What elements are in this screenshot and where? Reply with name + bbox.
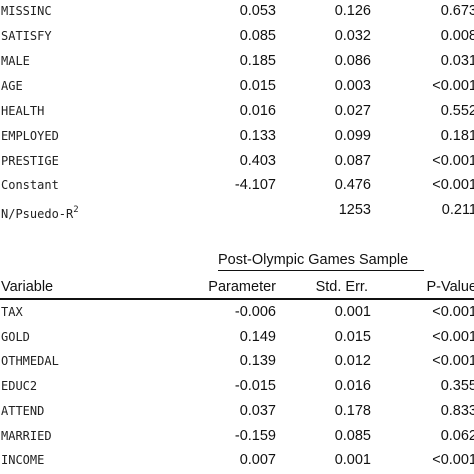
parameter-value: -0.159 <box>234 428 276 444</box>
parameter-value: 0.016 <box>239 103 276 119</box>
p-value: 0.181 <box>440 128 474 144</box>
table-row: AGE 0.015 0.003 <0.001 <box>0 74 474 98</box>
p-value: 0.008 <box>440 28 474 44</box>
std-err-value: 0.027 <box>334 103 371 119</box>
p-value: 0.062 <box>440 428 474 444</box>
variable-name: OTHMEDAL <box>1 354 59 368</box>
p-value: <0.001 <box>432 452 474 468</box>
variable-name: ATTEND <box>1 404 45 418</box>
parameter-value: 0.015 <box>239 78 276 94</box>
parameter-value: 0.037 <box>239 403 276 419</box>
variable-name: MALE <box>1 54 30 68</box>
variable-name: GOLD <box>1 330 30 344</box>
sample-size: 1253 <box>338 202 371 218</box>
header-p-value: P-Value <box>426 279 474 295</box>
variable-name: SATISFY <box>1 29 52 43</box>
p-value: <0.001 <box>432 78 474 94</box>
std-err-value: 0.476 <box>334 177 371 193</box>
variable-name: TAX <box>1 305 23 319</box>
parameter-value: 0.139 <box>239 353 276 369</box>
parameter-value: 0.403 <box>239 153 276 169</box>
p-value: <0.001 <box>432 353 474 369</box>
table-row: Constant -4.107 0.476 <0.001 <box>0 173 474 197</box>
pseudo-r2: 0.211 <box>441 202 474 218</box>
parameter-value: 0.085 <box>239 28 276 44</box>
header-variable: Variable <box>1 279 54 295</box>
p-value: <0.001 <box>432 329 474 345</box>
superscript: 2 <box>73 205 79 215</box>
p-value: 0.031 <box>440 53 474 69</box>
variable-name: PRESTIGE <box>1 154 59 168</box>
parameter-value: 0.133 <box>239 128 276 144</box>
parameter-value: 0.185 <box>239 53 276 69</box>
header-std-err: Std. Err. <box>315 279 368 295</box>
std-err-value: 0.085 <box>334 428 371 444</box>
std-err-value: 0.099 <box>334 128 371 144</box>
std-err-value: 0.032 <box>334 28 371 44</box>
variable-name: MARRIED <box>1 429 52 443</box>
table-row: EMPLOYED 0.133 0.099 0.181 <box>0 124 474 148</box>
variable-name: EMPLOYED <box>1 129 59 143</box>
std-err-value: 0.015 <box>334 329 371 345</box>
p-value: <0.001 <box>432 153 474 169</box>
summary-row: N/Psuedo-R2 1253 0.211 <box>0 198 474 222</box>
std-err-value: 0.178 <box>334 403 371 419</box>
sample-title: Post-Olympic Games Sample <box>218 252 409 268</box>
header-parameter: Parameter <box>208 279 276 295</box>
parameter-value: -0.006 <box>234 304 276 320</box>
parameter-value: 0.053 <box>239 3 276 19</box>
table-row: GOLD 0.149 0.015 <0.001 <box>0 325 474 349</box>
header-rule <box>0 298 474 300</box>
std-err-value: 0.003 <box>334 78 371 94</box>
p-value: 0.833 <box>440 403 474 419</box>
variable-name: Constant <box>1 178 59 192</box>
variable-name: INCOME <box>1 453 45 467</box>
table-row: ATTEND 0.037 0.178 0.833 <box>0 399 474 423</box>
table-row: TAX -0.006 0.001 <0.001 <box>0 300 474 324</box>
variable-name: EDUC2 <box>1 379 38 393</box>
variable-name: MISSINC <box>1 4 52 18</box>
p-value: 0.355 <box>440 378 474 394</box>
table-row: MISSINC 0.053 0.126 0.673 <box>0 0 474 23</box>
std-err-value: 0.012 <box>334 353 371 369</box>
std-err-value: 0.086 <box>334 53 371 69</box>
table-row: HEALTH 0.016 0.027 0.552 <box>0 99 474 123</box>
table-row: MALE 0.185 0.086 0.031 <box>0 49 474 73</box>
table-row: MARRIED -0.159 0.085 0.062 <box>0 424 474 448</box>
summary-label: N/Psuedo-R2 <box>1 205 79 221</box>
parameter-value: 0.007 <box>239 452 276 468</box>
p-value: <0.001 <box>432 177 474 193</box>
p-value: 0.673 <box>440 3 474 19</box>
std-err-value: 0.001 <box>334 304 371 320</box>
title-underline <box>218 270 424 271</box>
variable-name: AGE <box>1 79 23 93</box>
table-row: PRESTIGE 0.403 0.087 <0.001 <box>0 149 474 173</box>
table-row: EDUC2 -0.015 0.016 0.355 <box>0 374 474 398</box>
variable-name: HEALTH <box>1 104 45 118</box>
parameter-value: -0.015 <box>234 378 276 394</box>
table-row: SATISFY 0.085 0.032 0.008 <box>0 24 474 48</box>
table-row: OTHMEDAL 0.139 0.012 <0.001 <box>0 349 474 373</box>
std-err-value: 0.016 <box>334 378 371 394</box>
p-value: 0.552 <box>440 103 474 119</box>
parameter-value: -4.107 <box>234 177 276 193</box>
p-value: <0.001 <box>432 304 474 320</box>
std-err-value: 0.126 <box>334 3 371 19</box>
header-row: Variable Parameter Std. Err. P-Value <box>0 275 474 299</box>
std-err-value: 0.087 <box>334 153 371 169</box>
table-row: INCOME 0.007 0.001 <0.001 <box>0 448 474 472</box>
parameter-value: 0.149 <box>239 329 276 345</box>
std-err-value: 0.001 <box>334 452 371 468</box>
